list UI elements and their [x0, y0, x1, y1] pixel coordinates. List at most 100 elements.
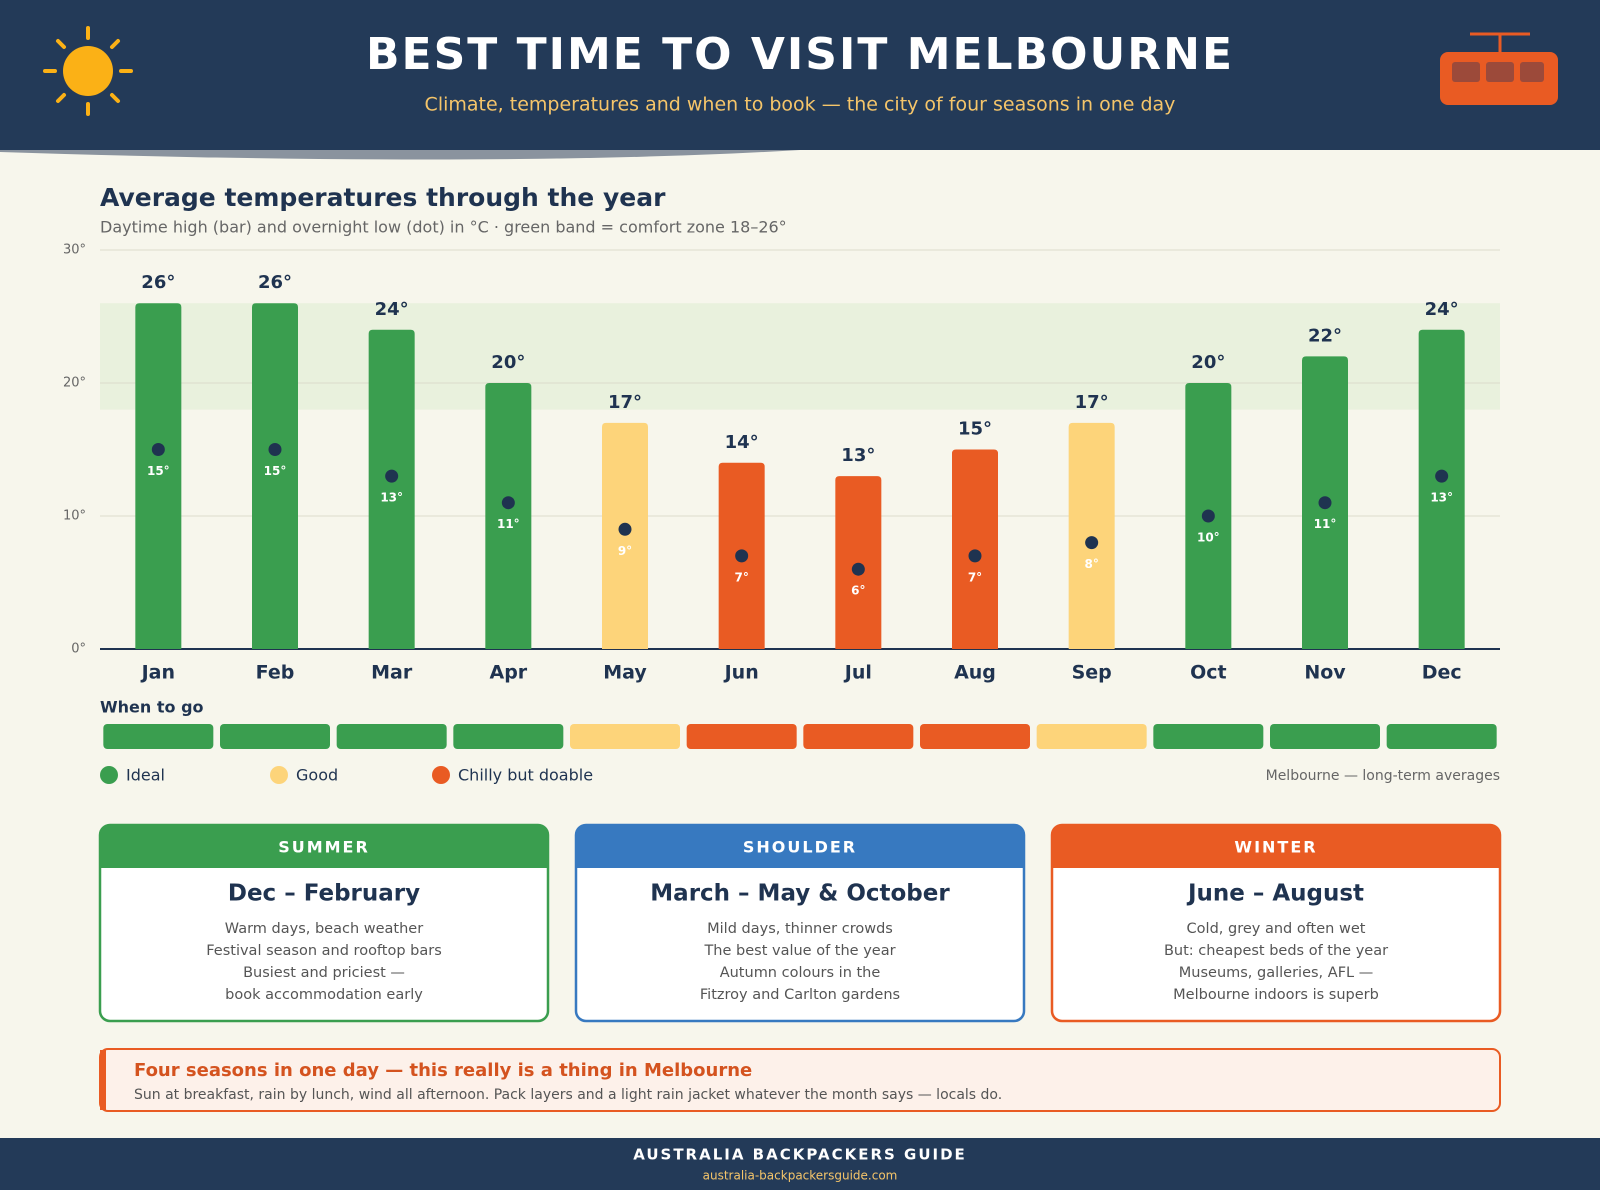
when-cell	[103, 724, 214, 749]
low-dot	[618, 522, 632, 536]
low-dot	[501, 496, 515, 510]
y-tick-label: 0°	[71, 642, 86, 657]
bar	[485, 383, 532, 649]
y-tick-label: 20°	[63, 376, 86, 391]
season-line: Cold, grey and often wet	[1187, 921, 1366, 937]
bar	[835, 476, 882, 649]
value-label: 24°	[1425, 299, 1459, 320]
x-tick-label: May	[603, 662, 647, 684]
value-label: 26°	[258, 272, 292, 293]
when-cell	[1386, 724, 1497, 749]
bar	[1068, 422, 1115, 649]
when-label: When to go	[100, 698, 204, 717]
bar	[368, 329, 415, 649]
note: Melbourne — long-term averages	[1266, 768, 1500, 784]
value-label: 17°	[608, 392, 642, 413]
bar	[252, 303, 298, 649]
when-cell	[1270, 724, 1380, 749]
callout-accent	[100, 1050, 106, 1110]
x-tick-label: Nov	[1304, 662, 1346, 684]
season-line: Festival season and rooftop bars	[206, 943, 442, 959]
when-cell	[453, 724, 564, 749]
chart-title: Average temperatures through the year	[100, 183, 666, 212]
x-tick-label: Feb	[256, 662, 295, 684]
y-tick-label: 10°	[63, 509, 86, 524]
value-label: 15°	[958, 419, 992, 440]
season-line: Warm days, beach weather	[225, 921, 423, 937]
low-dot	[1201, 509, 1215, 523]
value-label: 22°	[1308, 325, 1342, 346]
legend-swatch	[432, 766, 450, 784]
season-line: Melbourne indoors is superb	[1173, 987, 1379, 1003]
low-label: 7°	[968, 570, 982, 584]
x-tick-label: Jan	[140, 662, 175, 684]
x-tick-label: Dec	[1422, 662, 1462, 684]
low-dot	[151, 443, 165, 456]
season-line: Fitzroy and Carlton gardens	[700, 987, 900, 1003]
footer-name: AUSTRALIA BACKPACKERS GUIDE	[633, 1146, 967, 1164]
low-label: 13°	[1430, 491, 1453, 505]
season-header	[576, 825, 1024, 868]
value-label: 17°	[1075, 392, 1109, 413]
low-label: 11°	[1314, 517, 1337, 531]
bar	[952, 449, 998, 649]
footer-bar	[0, 1138, 1600, 1190]
x-tick-label: Mar	[371, 662, 413, 684]
low-label: 8°	[1084, 557, 1098, 571]
season-header	[1052, 825, 1500, 868]
value-label: 24°	[375, 299, 409, 320]
season-line: Autumn colours in the	[720, 965, 881, 981]
bar	[1418, 329, 1465, 649]
low-label: 6°	[851, 584, 865, 598]
when-cell	[803, 724, 914, 749]
season-header	[100, 825, 548, 868]
callout-text: Sun at breakfast, rain by lunch, wind al…	[134, 1087, 1002, 1103]
bar	[135, 303, 182, 649]
page-subtitle: Climate, temperatures and when to book —…	[425, 94, 1176, 116]
low-label: 13°	[380, 491, 403, 505]
chart-subtitle: Daytime high (bar) and overnight low (do…	[100, 218, 787, 237]
low-dot	[851, 562, 865, 576]
low-label: 7°	[734, 570, 748, 584]
season-title: Dec – February	[228, 881, 420, 907]
tram-icon	[1440, 32, 1558, 105]
value-label: 14°	[725, 432, 759, 453]
y-tick-label: 30°	[63, 243, 86, 258]
low-dot	[1435, 469, 1449, 483]
low-dot	[268, 443, 282, 456]
low-label: 11°	[497, 517, 520, 531]
season-line: But: cheapest beds of the year	[1164, 943, 1388, 959]
x-tick-label: Jul	[843, 662, 872, 684]
bar	[602, 422, 648, 649]
x-tick-label: Apr	[489, 662, 527, 684]
low-dot	[1318, 496, 1332, 510]
season-label: WINTER	[1234, 838, 1317, 857]
low-label: 15°	[264, 464, 287, 478]
when-cell	[1036, 724, 1147, 749]
x-tick-label: Aug	[954, 662, 996, 684]
x-tick-label: Jun	[723, 662, 759, 684]
page-title: BEST TIME TO VISIT MELBOURNE	[366, 29, 1234, 80]
low-label: 15°	[147, 464, 170, 478]
low-dot	[1085, 536, 1099, 550]
season-line: Museums, galleries, AFL —	[1179, 965, 1373, 981]
when-cell	[686, 724, 797, 749]
low-dot	[385, 469, 399, 483]
season-title: March – May & October	[650, 881, 950, 907]
legend-label: Ideal	[126, 766, 165, 785]
legend-label: Good	[296, 766, 338, 785]
season-label: SUMMER	[278, 838, 370, 857]
season-line: The best value of the year	[703, 943, 895, 959]
low-dot	[968, 549, 982, 563]
low-label: 9°	[618, 544, 632, 558]
low-dot	[735, 549, 749, 563]
x-tick-label: Sep	[1072, 662, 1112, 684]
season-line: Mild days, thinner crowds	[707, 921, 893, 937]
header-swoosh	[0, 150, 800, 160]
when-cell	[336, 724, 447, 749]
x-tick-label: Oct	[1190, 662, 1227, 684]
season-title: June – August	[1186, 881, 1364, 907]
value-label: 13°	[841, 445, 875, 466]
